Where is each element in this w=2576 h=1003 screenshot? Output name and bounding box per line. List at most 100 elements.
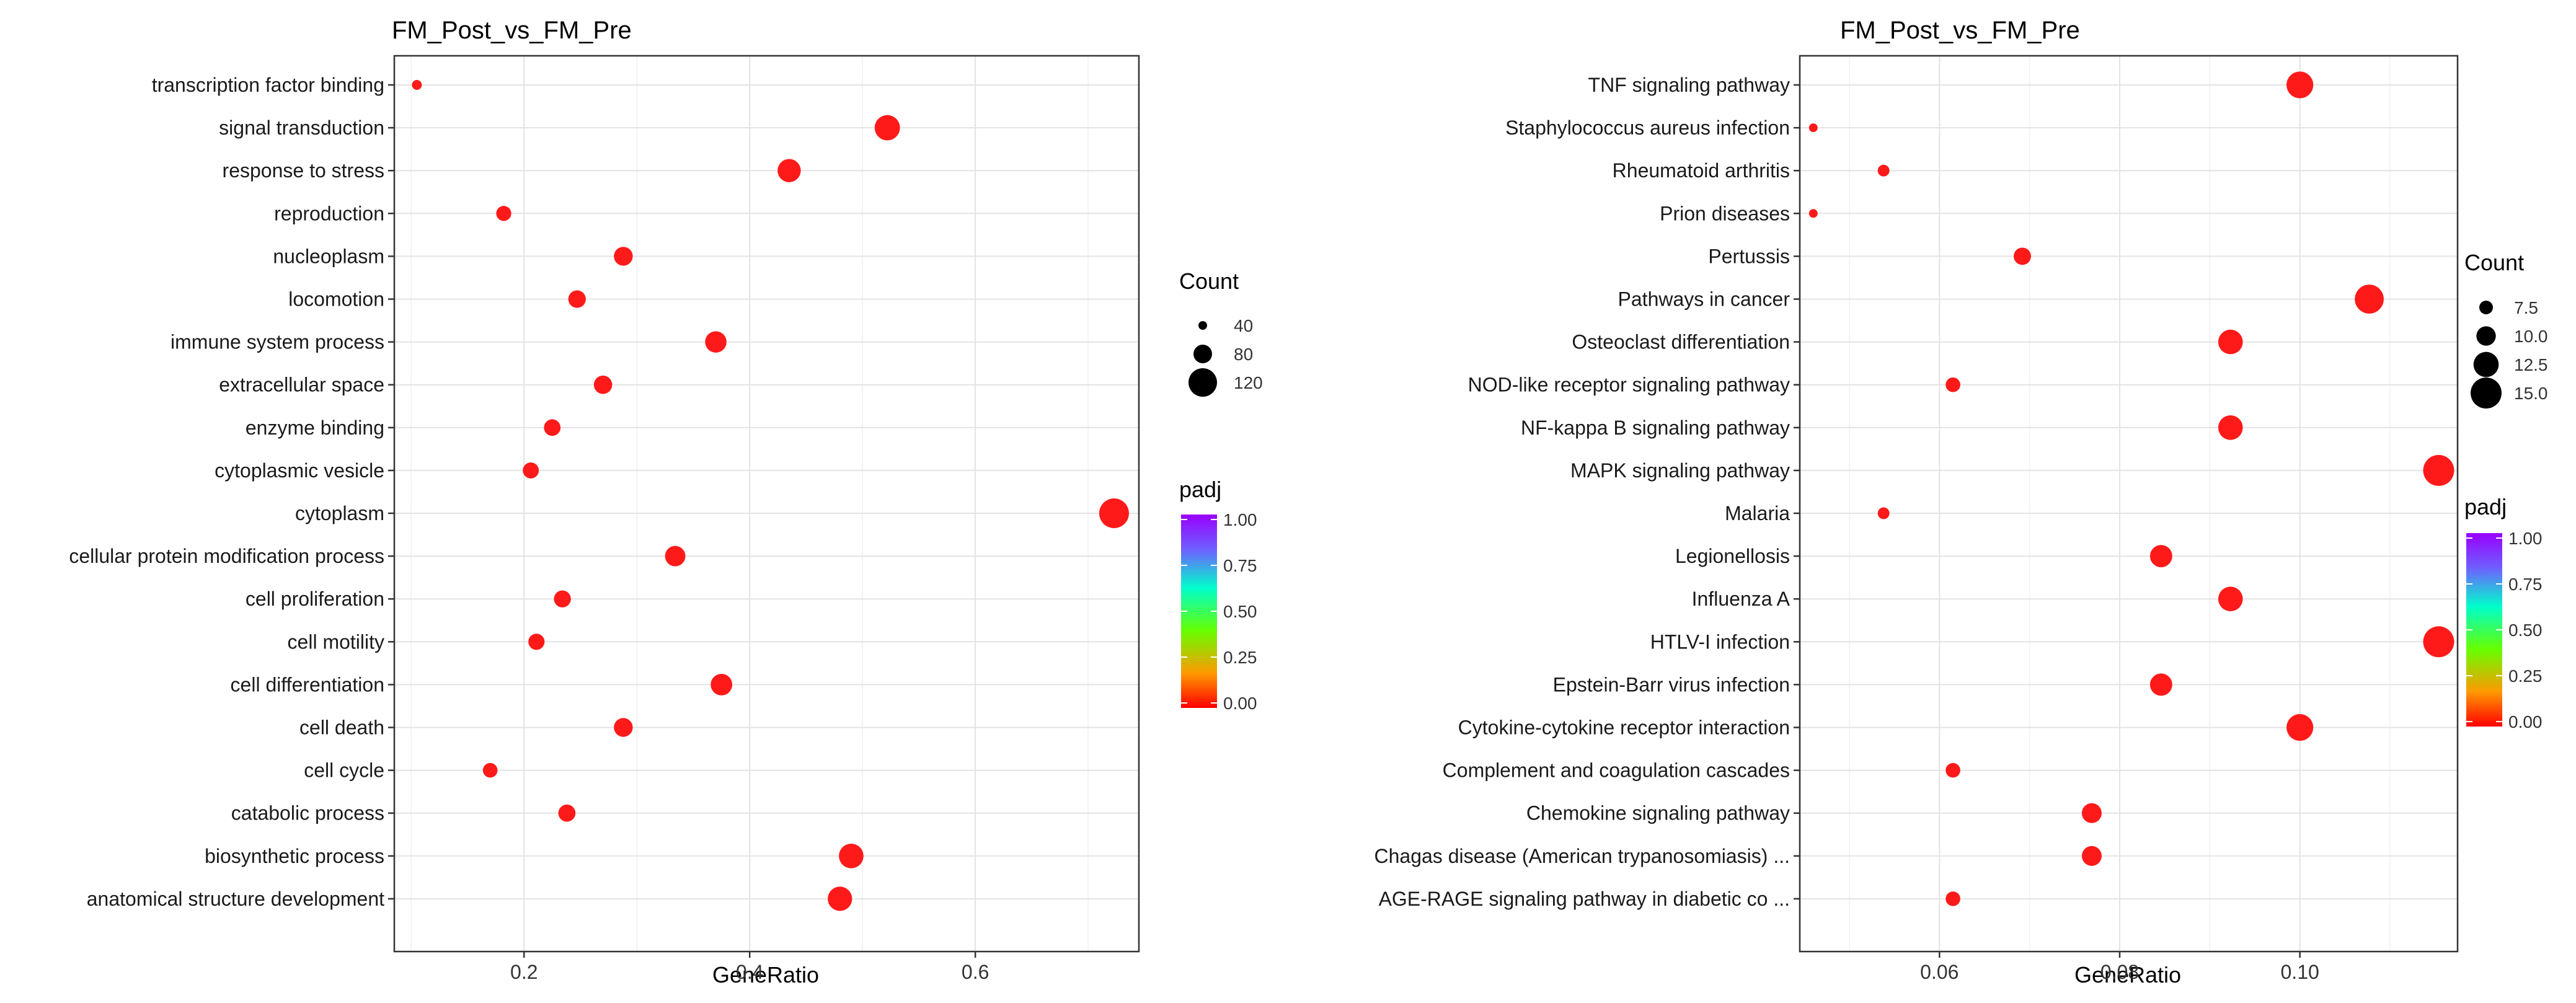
left-data-point — [544, 419, 561, 436]
right-category-label: Epstein-Barr virus infection — [1553, 673, 1790, 696]
chart-left-xlabel: GeneRatio — [712, 962, 819, 988]
left-data-point — [558, 804, 576, 822]
right-plot-panel — [1800, 56, 2458, 952]
right-data-point — [2423, 454, 2454, 486]
chart-left-title: FM_Post_vs_FM_Pre — [392, 17, 632, 44]
left-category-label: immune system process — [170, 331, 384, 353]
left-data-point — [665, 546, 686, 567]
left-data-point — [523, 462, 539, 479]
right-category-label: Influenza A — [1692, 588, 1790, 610]
left-category-label: response to stress — [223, 159, 384, 182]
left-x-tick-label: 0.2 — [510, 961, 538, 983]
right-category-label: HTLV-I infection — [1650, 630, 1790, 653]
chart-right-size-legend-title: Count — [2464, 250, 2524, 275]
right-data-point — [2149, 673, 2172, 696]
left-plot-frame — [393, 55, 1140, 953]
chart-right-title: FM_Post_vs_FM_Pre — [1840, 17, 2080, 44]
left-x-tick-label: 0.6 — [962, 961, 989, 983]
right-category-label: NOD-like receptor signaling pathway — [1468, 374, 1790, 396]
left-category-label: transcription factor binding — [152, 74, 384, 96]
left-size-legend-label: 120 — [1234, 373, 1263, 392]
right-size-legend-dot — [2473, 351, 2499, 378]
left-category-label: cell cycle — [304, 759, 384, 782]
right-category-label: Osteoclast differentiation — [1572, 331, 1790, 353]
right-category-label: MAPK signaling pathway — [1570, 459, 1790, 482]
right-data-point — [2014, 247, 2031, 265]
chart-left: FM_Post_vs_FM_Pre GeneRatio Count padj 0… — [69, 17, 1262, 988]
right-category-label: AGE-RAGE signaling pathway in diabetic c… — [1379, 888, 1790, 910]
left-colorbar-label: 1.00 — [1223, 510, 1257, 529]
left-category-label: reproduction — [274, 202, 384, 224]
right-data-point — [2286, 71, 2314, 99]
left-category-label: anatomical structure development — [87, 888, 384, 910]
right-data-point — [1877, 164, 1890, 177]
right-colorbar-label: 0.25 — [2508, 666, 2543, 686]
left-category-label: cytoplasm — [295, 502, 384, 524]
right-category-label: TNF signaling pathway — [1588, 74, 1790, 96]
right-data-point — [2355, 285, 2384, 314]
right-size-legend-dot — [2471, 378, 2502, 409]
left-data-point — [705, 331, 727, 353]
left-category-label: catabolic process — [231, 802, 384, 824]
right-data-point — [2081, 803, 2102, 823]
chart-left-color-legend-title: padj — [1179, 477, 1221, 502]
right-data-point — [1808, 123, 1818, 133]
right-category-label: Legionellosis — [1675, 545, 1790, 567]
right-data-point — [1945, 762, 1960, 778]
right-category-label: Rheumatoid arthritis — [1613, 159, 1790, 182]
right-category-label: Malaria — [1725, 502, 1790, 524]
right-size-legend-label: 15.0 — [2514, 384, 2548, 403]
right-plot-frame — [1799, 55, 2459, 953]
left-data-point — [568, 290, 586, 308]
right-data-point — [1808, 209, 1818, 218]
left-category-label: cell proliferation — [246, 588, 384, 610]
right-data-point — [2218, 586, 2243, 612]
left-category-label: cell motility — [288, 630, 384, 653]
left-colorbar-label: 0.00 — [1223, 694, 1257, 713]
right-data-point — [2423, 626, 2454, 658]
left-size-legend-dot — [1198, 321, 1207, 330]
left-data-point — [554, 590, 571, 608]
left-colorbar-label: 0.25 — [1223, 648, 1257, 667]
right-data-point — [2149, 545, 2172, 568]
left-data-point — [614, 247, 633, 266]
left-data-point — [482, 762, 498, 778]
left-colorbar-label: 0.75 — [1223, 556, 1257, 575]
right-x-tick-label: 0.08 — [2100, 961, 2139, 983]
left-data-point — [593, 375, 613, 394]
left-data-point — [710, 674, 733, 696]
right-data-point — [2081, 846, 2102, 866]
left-data-point — [614, 718, 633, 737]
left-data-point — [839, 843, 864, 868]
left-category-label: enzyme binding — [246, 417, 384, 439]
left-category-label: nucleoplasm — [273, 245, 384, 267]
left-data-point — [528, 634, 545, 650]
left-data-point — [874, 115, 900, 141]
right-colorbar-label: 0.50 — [2508, 621, 2543, 640]
right-category-label: Complement and coagulation cascades — [1443, 759, 1790, 782]
left-data-point — [777, 159, 801, 182]
right-category-label: Staphylococcus aureus infection — [1505, 117, 1790, 139]
left-size-legend-label: 40 — [1234, 316, 1253, 335]
right-x-tick-label: 0.06 — [1920, 961, 1959, 983]
right-colorbar-label: 1.00 — [2508, 529, 2543, 548]
left-category-label: locomotion — [288, 288, 384, 311]
left-data-point — [1099, 498, 1129, 528]
right-size-legend-label: 7.5 — [2514, 298, 2538, 317]
right-size-legend-dot — [2476, 326, 2496, 346]
right-category-label: Chemokine signaling pathway — [1526, 802, 1790, 824]
right-size-legend-label: 12.5 — [2514, 355, 2548, 374]
left-x-tick-label: 0.4 — [736, 961, 763, 983]
right-data-point — [2218, 415, 2243, 440]
right-category-label: Cytokine-cytokine receptor interaction — [1458, 717, 1790, 739]
left-category-label: signal transduction — [219, 117, 384, 139]
right-data-point — [1945, 891, 1960, 906]
right-colorbar-label: 0.00 — [2508, 712, 2543, 731]
left-data-point — [496, 206, 511, 221]
chart-right: FM_Post_vs_FM_Pre GeneRatio Count padj 0… — [1374, 17, 2548, 988]
left-category-label: cell differentiation — [231, 673, 384, 696]
left-colorbar-label: 0.50 — [1223, 602, 1257, 621]
right-category-label: NF-kappa B signaling pathway — [1521, 417, 1790, 439]
right-size-legend-label: 10.0 — [2514, 327, 2548, 346]
